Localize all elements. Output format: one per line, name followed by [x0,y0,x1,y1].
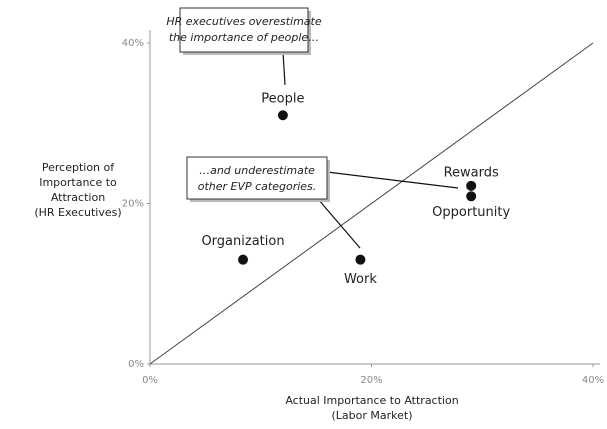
x-tick-label: 40% [582,375,604,386]
x-axis-title-line: Actual Importance to Attraction [285,394,458,407]
callout-text: …and underestimate [199,164,315,177]
x-tick-label: 20% [360,375,382,386]
point-label: Work [344,272,377,287]
x-axis-title-line: (Labor Market) [332,409,413,422]
callout-box [179,7,309,53]
y-tick-label: 0% [128,359,144,370]
y-tick-label: 20% [122,199,144,210]
callout-text: HR executives overestimate [166,15,322,28]
leader-line [317,198,361,249]
leader-line [326,171,459,189]
x-tick-label: 0% [142,375,158,386]
y-axis-title-line: Importance to [39,176,117,189]
y-axis-title: Perception of Importance to Attraction (HR … [34,161,121,219]
diagonal-line [149,42,594,365]
y-tick-label: 40% [122,38,144,49]
point [355,254,366,265]
y-axis-title-line: Perception of [42,161,115,174]
point [277,110,288,121]
x-axis-title: Actual Importance to Attraction (Labor Ma… [285,394,458,422]
point-label: Opportunity [432,205,510,220]
leader-line [282,51,286,86]
callout-box [186,156,328,200]
point-label: Rewards [444,165,499,180]
callout-text: other EVP categories. [198,180,317,193]
point [466,191,477,202]
callout-text: the importance of people… [169,31,319,44]
y-axis-title-line: (HR Executives) [34,206,121,219]
point-label: People [261,92,304,107]
point-label: Organization [201,234,284,249]
y-axis-title-line: Attraction [51,191,105,204]
point [238,254,249,265]
point [466,180,477,191]
